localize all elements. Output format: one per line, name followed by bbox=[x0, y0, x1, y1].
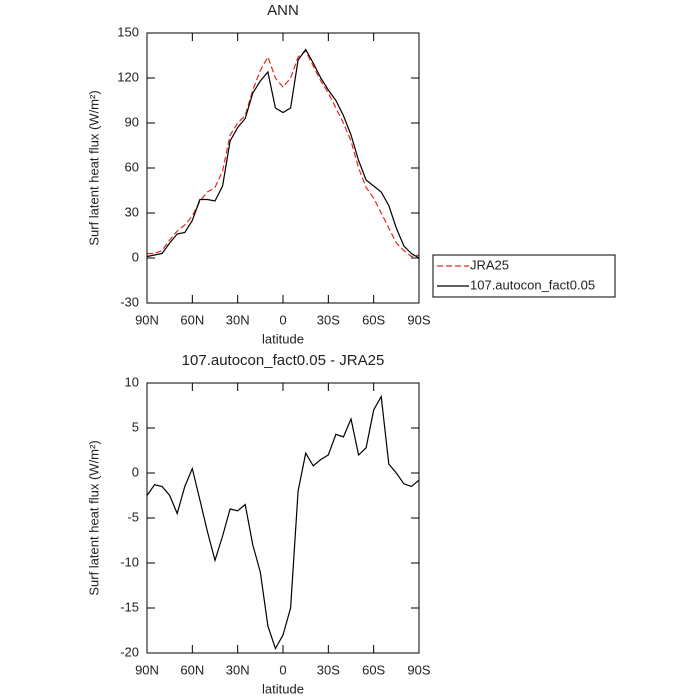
y-tick-label: -15 bbox=[120, 599, 139, 614]
x-tick-label: 90N bbox=[135, 312, 159, 327]
x-tick-label: 0 bbox=[279, 312, 286, 327]
x-axis-label: latitude bbox=[262, 331, 304, 346]
y-axis-label: Surf latent heat flux (W/m²) bbox=[86, 440, 101, 595]
x-tick-label: 0 bbox=[279, 662, 286, 677]
y-tick-label: 0 bbox=[132, 249, 139, 264]
x-axis-label: latitude bbox=[262, 681, 304, 696]
y-tick-label: 10 bbox=[125, 374, 139, 389]
x-tick-label: 60S bbox=[362, 312, 385, 327]
y-tick-label: -20 bbox=[120, 644, 139, 659]
x-tick-label: 30S bbox=[317, 662, 340, 677]
y-tick-label: 0 bbox=[132, 464, 139, 479]
x-tick-label: 30S bbox=[317, 312, 340, 327]
y-axis-label: Surf latent heat flux (W/m²) bbox=[86, 90, 101, 245]
y-tick-label: 60 bbox=[125, 159, 139, 174]
x-tick-label: 60N bbox=[180, 312, 204, 327]
data-line bbox=[146, 48, 420, 259]
legend-box bbox=[432, 254, 616, 298]
x-tick-label: 60N bbox=[180, 662, 204, 677]
data-line bbox=[146, 394, 420, 650]
plot-frame bbox=[146, 32, 420, 304]
y-tick-label: -30 bbox=[120, 294, 139, 309]
x-tick-label: 30N bbox=[226, 662, 250, 677]
y-tick-label: 30 bbox=[125, 204, 139, 219]
x-tick-label: 30N bbox=[226, 312, 250, 327]
legend-label: 107.autocon_fact0.05 bbox=[470, 277, 595, 292]
x-tick-label: 90S bbox=[407, 662, 430, 677]
y-tick-label: 5 bbox=[132, 419, 139, 434]
y-tick-label: 150 bbox=[117, 24, 139, 39]
plot-frame bbox=[146, 382, 420, 654]
y-tick-label: -5 bbox=[127, 509, 139, 524]
y-tick-label: 120 bbox=[117, 69, 139, 84]
y-tick-label: 90 bbox=[125, 114, 139, 129]
legend-label: JRA25 bbox=[470, 257, 509, 272]
x-tick-label: 60S bbox=[362, 662, 385, 677]
x-tick-label: 90N bbox=[135, 662, 159, 677]
x-tick-label: 90S bbox=[407, 312, 430, 327]
y-tick-label: -10 bbox=[120, 554, 139, 569]
chart-title: ANN bbox=[267, 2, 299, 19]
chart-title: 107.autocon_fact0.05 - JRA25 bbox=[182, 352, 385, 369]
data-line bbox=[147, 50, 420, 258]
